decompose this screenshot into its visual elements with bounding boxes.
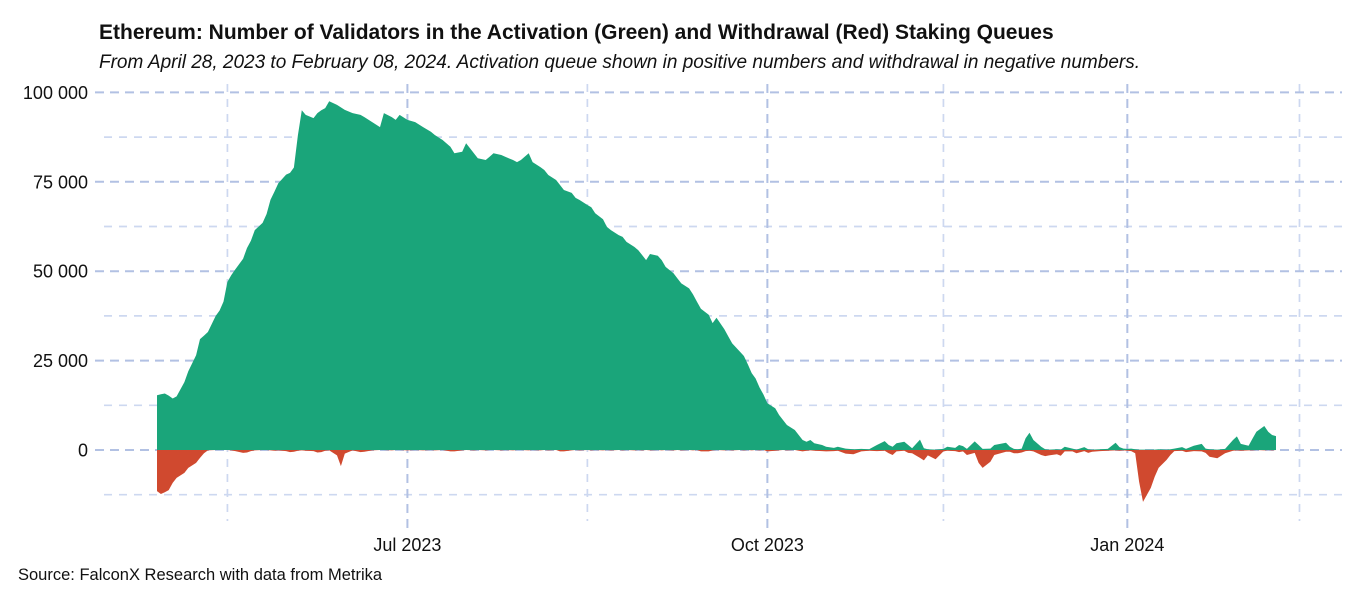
y-axis-label: 100 000	[23, 83, 88, 103]
x-axis-label: Jul 2023	[373, 535, 441, 555]
activation-area-series	[157, 101, 1276, 451]
chart-title: Ethereum: Number of Validators in the Ac…	[99, 21, 1054, 44]
y-axis-label: 75 000	[33, 172, 88, 192]
withdrawal-area-series	[157, 450, 1276, 502]
x-axis-label: Jan 2024	[1090, 535, 1164, 555]
y-axis-label: 0	[78, 441, 88, 461]
y-axis-label: 50 000	[33, 262, 88, 282]
x-axis-label: Oct 2023	[731, 535, 804, 555]
axis-labels-layer: 0 25 000 50 000 75 000 100 000 Jul 2023 Oct 20…	[23, 83, 1164, 555]
chart-subtitle: From April 28, 2023 to February 08, 2024…	[99, 52, 1140, 73]
source-note: Source: FalconX Research with data from …	[18, 566, 383, 584]
y-axis-label: 25 000	[33, 351, 88, 371]
